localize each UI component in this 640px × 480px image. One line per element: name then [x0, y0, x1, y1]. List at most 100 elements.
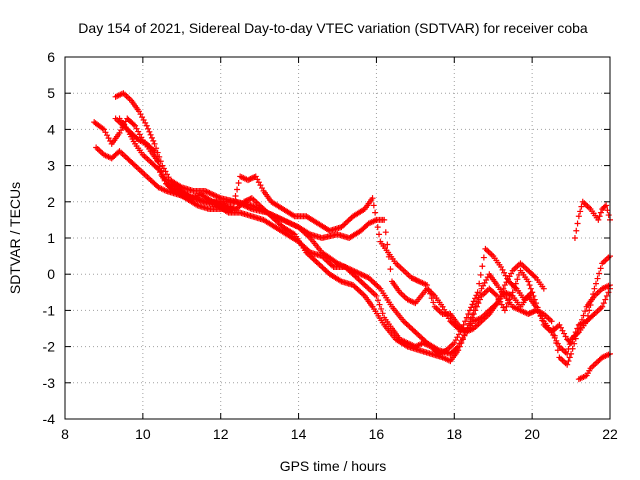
data-point	[577, 208, 584, 215]
data-point	[582, 308, 589, 315]
data-point	[157, 168, 164, 175]
y-tick-label: -3	[43, 375, 56, 391]
data-point	[376, 301, 383, 308]
grid	[65, 57, 610, 419]
data-point	[575, 325, 582, 332]
data-point	[462, 318, 469, 325]
data-point	[564, 361, 571, 368]
data-point	[568, 350, 575, 357]
data-point	[597, 209, 604, 216]
data-point	[553, 339, 560, 346]
data-point	[460, 321, 467, 328]
y-tick-label: -4	[43, 411, 56, 427]
data-point	[427, 290, 434, 297]
data-point	[602, 296, 609, 303]
data-point	[387, 266, 394, 273]
data-point	[480, 254, 487, 261]
data-point	[586, 307, 593, 314]
data-point	[578, 203, 585, 210]
data-point	[600, 300, 607, 307]
data-point	[597, 265, 604, 272]
data-point	[595, 216, 602, 223]
data-point	[378, 305, 385, 312]
data-point	[572, 335, 579, 342]
x-tick-label: 20	[524, 426, 540, 442]
data-point	[146, 128, 153, 135]
data-point	[466, 307, 473, 314]
data-point	[459, 325, 466, 332]
data-point	[466, 320, 473, 327]
data-point	[604, 207, 611, 214]
data-point	[469, 311, 476, 318]
y-tick-label: 1	[47, 230, 55, 246]
data-point	[234, 186, 241, 193]
data-point	[154, 149, 161, 156]
x-tick-label: 22	[602, 426, 618, 442]
data-point	[414, 277, 421, 284]
data-point	[477, 271, 484, 278]
data-point	[501, 307, 508, 314]
data-point	[143, 122, 150, 129]
x-tick-label: 16	[369, 426, 385, 442]
x-axis-label: GPS time / hours	[280, 458, 387, 474]
data-point	[529, 289, 536, 296]
data-point	[565, 358, 572, 365]
data-point	[369, 195, 376, 202]
data-point	[235, 179, 242, 186]
data-point	[156, 163, 163, 170]
data-point	[550, 325, 557, 332]
data-point	[590, 312, 597, 319]
data-point	[469, 301, 476, 308]
data-point	[605, 212, 612, 219]
data-point	[464, 324, 471, 331]
series-trace-d	[116, 115, 613, 368]
data-point	[150, 137, 157, 144]
data-point	[591, 285, 598, 292]
series-trace-g	[571, 198, 613, 241]
y-tick-label: 2	[47, 194, 55, 210]
data-point	[527, 285, 534, 292]
y-tick-label: -2	[43, 339, 56, 355]
y-tick-label: 6	[47, 49, 55, 65]
data-point	[370, 202, 377, 209]
data-point	[130, 121, 137, 128]
x-tick-label: 18	[446, 426, 462, 442]
data-point	[232, 193, 239, 200]
y-tick-label: 0	[47, 266, 55, 282]
x-tick-label: 8	[61, 426, 69, 442]
data-point	[461, 332, 468, 339]
data-point	[569, 345, 576, 352]
data-point	[145, 125, 152, 132]
y-tick-label: -1	[43, 302, 56, 318]
data-point	[151, 140, 158, 147]
data-point	[492, 301, 499, 308]
data-point	[474, 289, 481, 296]
data-point	[578, 316, 585, 323]
x-tick-label: 10	[135, 426, 151, 442]
data-point	[503, 303, 510, 310]
data-point	[468, 304, 475, 311]
data-point	[376, 231, 383, 238]
data-point	[592, 280, 599, 287]
data-point	[374, 297, 381, 304]
x-tick-label: 14	[291, 426, 307, 442]
series-trace-f	[575, 350, 613, 383]
data-point	[548, 318, 555, 325]
plot-frame	[64, 56, 611, 420]
data-point	[374, 224, 381, 231]
data-point	[428, 295, 435, 302]
data-point	[462, 329, 469, 336]
data-point	[596, 270, 603, 277]
data-point	[540, 285, 547, 292]
data-point	[99, 125, 106, 132]
data-point	[372, 209, 379, 216]
x-tick-label: 12	[213, 426, 229, 442]
data-point	[459, 336, 466, 343]
data-point	[571, 235, 578, 241]
data-point	[512, 284, 519, 291]
data-point	[603, 292, 610, 299]
data-point	[574, 330, 581, 337]
data-point	[492, 291, 499, 298]
data-point	[583, 318, 590, 325]
data-point	[577, 321, 584, 328]
